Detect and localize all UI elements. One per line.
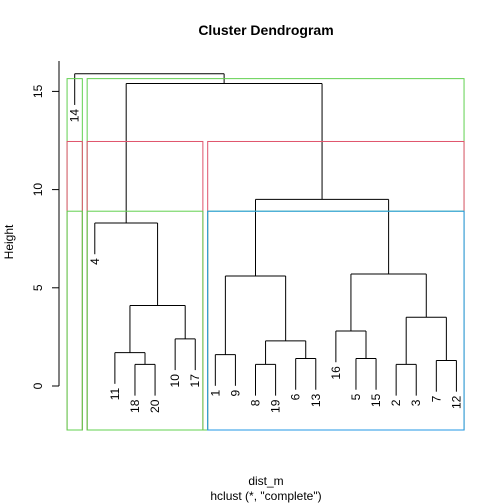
leaf-label: 6 — [289, 393, 303, 400]
leaf-label: 7 — [429, 395, 443, 402]
y-tick-label: 10 — [31, 183, 45, 197]
leaf-label: 14 — [68, 109, 82, 123]
leaf-label: 2 — [389, 399, 403, 406]
leaf-label: 9 — [228, 389, 242, 396]
leaf-label: 8 — [249, 399, 263, 406]
y-tick-label: 5 — [31, 284, 45, 291]
leaf-label: 3 — [409, 399, 423, 406]
y-tick-label: 15 — [31, 84, 45, 98]
y-axis-label: Height — [2, 224, 16, 259]
cluster-rect — [66, 210, 83, 431]
leaf-label: 13 — [309, 393, 323, 407]
cluster-rect — [207, 210, 465, 431]
leaf-label: 12 — [449, 395, 463, 409]
dendrogram-tree — [74, 73, 457, 396]
y-tick-label: 0 — [31, 382, 45, 389]
x-axis-sublabel: hclust (*, "complete") — [210, 489, 321, 503]
leaf-label: 15 — [369, 393, 383, 407]
leaf-label: 16 — [329, 366, 343, 380]
cluster-rect — [86, 140, 204, 431]
cluster-rect — [207, 140, 465, 431]
cluster-rect — [207, 210, 465, 431]
leaf-label: 17 — [188, 374, 202, 388]
leaf-label: 11 — [108, 388, 122, 401]
leaf-label: 5 — [349, 393, 363, 400]
leaf-label: 1 — [208, 389, 222, 396]
cluster-rect — [86, 210, 204, 431]
leaf-label: 20 — [148, 399, 162, 413]
leaf-label: 19 — [269, 399, 283, 413]
cluster-rectangles — [66, 78, 465, 431]
y-axis-ticks: 0 5 10 15 — [31, 84, 59, 389]
leaf-label: 18 — [128, 399, 142, 413]
cluster-rect — [66, 78, 83, 431]
x-axis-label: dist_m — [248, 474, 283, 488]
chart-title: Cluster Dendrogram — [198, 22, 333, 38]
leaf-label: 4 — [88, 258, 102, 265]
leaf-label: 10 — [168, 374, 182, 388]
cluster-rect — [66, 140, 83, 431]
